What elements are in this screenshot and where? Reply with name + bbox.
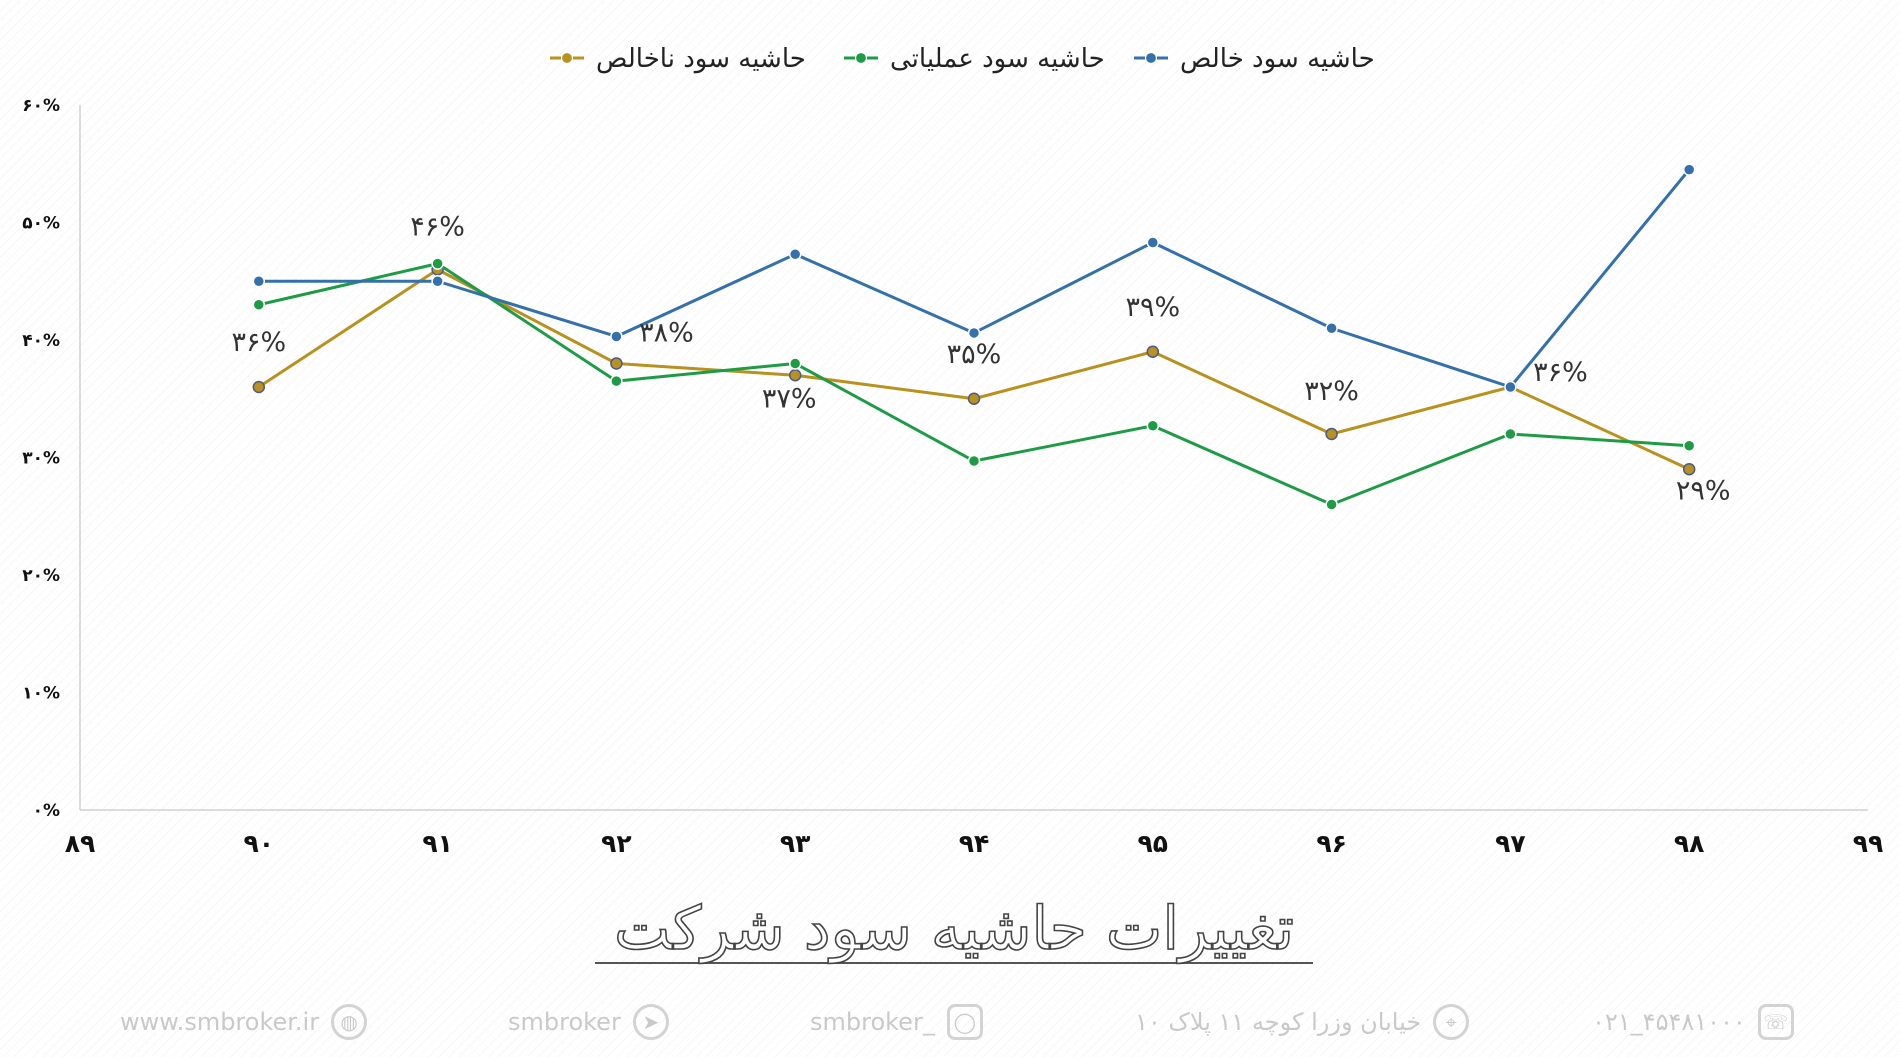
y-tick-label-3: ۳۰% [22,449,60,469]
series-point-gross-3 [788,369,802,382]
series-point-operating-6 [1325,498,1338,511]
footer-phone[interactable]: ۰۲۱_۴۵۴۸۱۰۰۰ ☏ [1592,1000,1794,1044]
x-tick-label-10: ۹۹ [1853,829,1884,858]
series-point-net-6 [1325,322,1338,335]
telegram-icon: ➤ [632,1004,669,1040]
footer-telegram[interactable]: smbroker ➤ [508,1000,669,1044]
globe-icon: ◍ [331,1004,368,1040]
data-label-2: ۳۸% [639,318,694,349]
series-point-net-1 [431,275,444,288]
legend-label: حاشیه سود عملیاتی [890,44,1105,74]
x-tick-label-2: ۹۱ [422,829,453,858]
phone-text: ۰۲۱_۴۵۴۸۱۰۰۰ [1592,1008,1746,1036]
series-point-net-3 [788,247,802,261]
legend-swatch-marker [854,51,868,65]
series-point-net-4 [967,326,981,340]
y-tick-label-5: ۵۰% [22,214,60,234]
series-point-operating-1 [431,257,444,270]
data-label-8: ۲۹% [1676,475,1731,506]
series-point-gross-8 [1682,463,1696,476]
data-label-6: ۳۲% [1304,376,1359,407]
website-text: www.smbroker.ir [120,1008,320,1036]
x-tick-label-7: ۹۶ [1316,829,1347,858]
chart-series [252,163,1696,511]
footer-instagram[interactable]: smbroker_ ◯ [810,1000,983,1044]
x-tick-label-4: ۹۳ [780,829,811,858]
instagram-icon: ◯ [946,1004,983,1040]
series-point-net-8 [1682,163,1696,176]
phone-icon: ☏ [1757,1004,1794,1040]
data-label-0: ۳۶% [231,327,286,358]
address-text: خیابان وزرا کوچه ۱۱ پلاک ۱۰ [1135,1008,1422,1036]
series-point-gross-5 [1146,345,1160,358]
telegram-text: smbroker [508,1008,621,1036]
margin-line-chart: حاشیه سود خالص حاشیه سود عملیاتی حاشیه سود… [22,44,1883,858]
x-tick-label-5: ۹۴ [959,829,990,858]
x-tick-label-0: ۸۹ [65,829,96,858]
x-tick-label-3: ۹۲ [601,829,632,858]
series-line-operating [258,262,1690,506]
series-point-net-2 [610,330,623,343]
chart-title: تغییرات حاشیه سود شرکت [595,893,1313,965]
series-point-gross-2 [610,357,623,370]
series-point-net-7 [1504,380,1517,394]
data-label-7: ۳۶% [1533,357,1588,388]
data-label-1: ۴۶% [410,212,465,243]
data-label-3: ۳۷% [762,383,817,414]
legend-item-operating: حاشیه سود عملیاتی [844,44,1105,74]
series-point-operating-7 [1504,427,1517,441]
legend-label: حاشیه سود ناخالص [596,44,806,74]
chart-data-labels: ۳۶% ۴۶% ۳۸% ۳۷% ۳۵% ۳۹% ۳۲% ۳۶% ۲۹% [231,212,1730,507]
footer-website[interactable]: www.smbroker.ir ◍ [120,1000,368,1044]
legend-label: حاشیه سود خالص [1180,44,1375,74]
chart-axes: ۰% ۱۰% ۲۰% ۳۰% ۴۰% ۵۰% ۶۰% ۸۹ ۹۰ ۹۱ ۹۲ ۹۳ ۹۴ ۹۵ ۹۶ ۹۷ ۹۸… [22,96,1883,858]
series-point-gross-0 [252,380,266,394]
legend-item-net: حاشیه سود خالص [1134,44,1375,74]
x-tick-label-1: ۹۰ [244,829,275,858]
y-tick-label-0: ۰% [33,801,60,821]
series-point-gross-6 [1325,427,1338,441]
legend-swatch-marker [1144,51,1158,65]
data-label-4: ۳۵% [947,339,1002,370]
instagram-text: smbroker_ [810,1008,935,1036]
y-tick-label-1: ۱۰% [22,684,60,704]
series-point-gross-4 [967,392,981,405]
y-tick-label-4: ۴۰% [22,331,60,351]
legend-swatch-marker [560,51,574,65]
data-label-5: ۳۹% [1125,292,1180,323]
chart-legend: حاشیه سود خالص حاشیه سود عملیاتی حاشیه سود… [550,44,1375,74]
x-tick-label-6: ۹۵ [1138,829,1169,858]
x-tick-label-9: ۹۸ [1674,829,1705,858]
x-tick-label-8: ۹۷ [1495,829,1526,858]
footer-address: خیابان وزرا کوچه ۱۱ پلاک ۱۰ ⌖ [1135,1000,1470,1044]
series-point-net-0 [252,275,266,288]
series-point-operating-5 [1146,419,1160,433]
series-point-net-5 [1146,236,1160,249]
series-point-operating-3 [788,357,802,370]
y-tick-label-2: ۲۰% [22,566,60,586]
location-pin-icon: ⌖ [1433,1004,1470,1040]
series-point-operating-2 [610,374,623,388]
y-tick-label-6: ۶۰% [22,96,60,116]
legend-item-gross: حاشیه سود ناخالص [550,44,806,74]
series-point-operating-0 [252,298,266,311]
series-point-operating-8 [1682,439,1696,452]
series-point-operating-4 [967,454,981,468]
